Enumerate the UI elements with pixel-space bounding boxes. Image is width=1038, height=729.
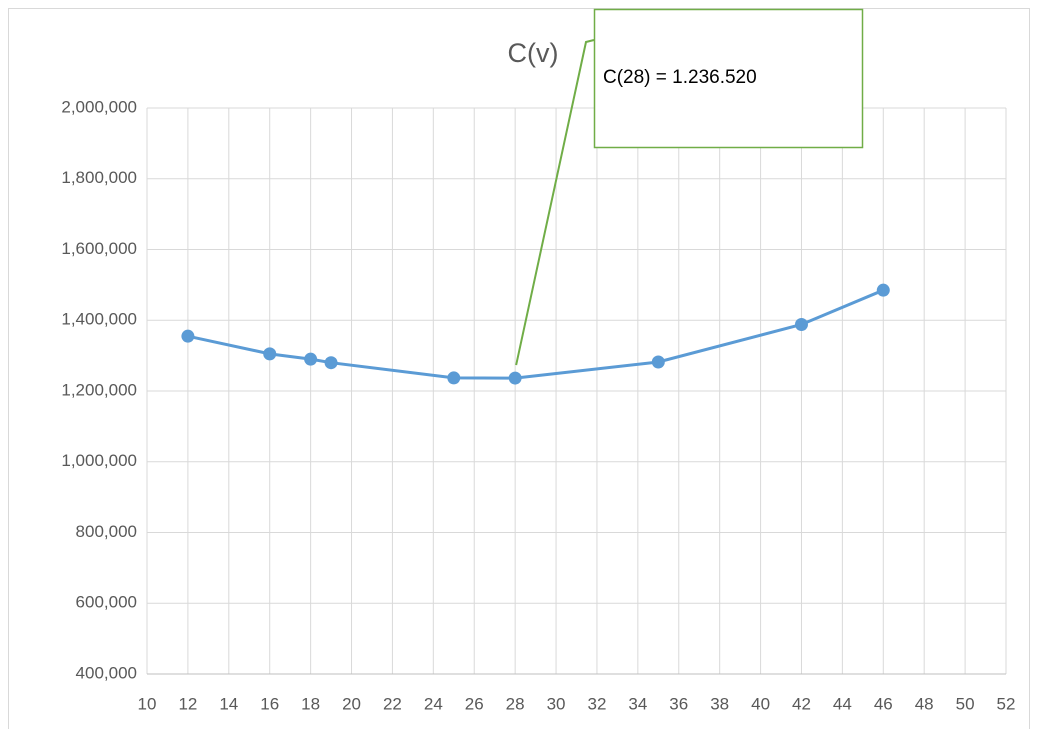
x-tick-label: 46 — [874, 694, 893, 713]
x-tick-label: 52 — [997, 694, 1016, 713]
x-tick-label: 34 — [628, 694, 647, 713]
x-tick-label: 28 — [506, 694, 525, 713]
y-tick-label: 1,400,000 — [61, 310, 137, 329]
y-tick-label: 800,000 — [76, 522, 137, 541]
x-tick-label: 42 — [792, 694, 811, 713]
x-tick-label: 38 — [710, 694, 729, 713]
chart-title: C(v) — [508, 38, 559, 68]
x-tick-label: 16 — [260, 694, 279, 713]
annotation-text: C(28) = 1.236.520 — [603, 67, 757, 88]
x-tick-label: 48 — [915, 694, 934, 713]
x-tick-label: 10 — [138, 694, 157, 713]
x-tick-label: 44 — [833, 694, 852, 713]
x-tick-label: 26 — [465, 694, 484, 713]
x-tick-label: 32 — [587, 694, 606, 713]
annotation-box — [593, 8, 864, 149]
data-point — [508, 371, 522, 385]
x-tick-label: 20 — [342, 694, 361, 713]
data-point — [447, 371, 461, 385]
x-tick-label: 18 — [301, 694, 320, 713]
x-tick-label: 12 — [178, 694, 197, 713]
data-point — [794, 317, 808, 331]
data-point — [324, 356, 338, 370]
x-tick-label: 40 — [751, 694, 770, 713]
x-tick-label: 50 — [956, 694, 975, 713]
chart-frame — [8, 8, 1030, 729]
y-tick-label: 600,000 — [76, 593, 137, 612]
x-tick-label: 22 — [383, 694, 402, 713]
annotation-leader — [515, 39, 595, 366]
x-tick-label: 14 — [219, 694, 238, 713]
data-point — [181, 329, 195, 343]
y-tick-label: 1,200,000 — [61, 380, 137, 399]
y-tick-label: 1,800,000 — [61, 168, 137, 187]
x-tick-label: 30 — [547, 694, 566, 713]
y-tick-label: 1,600,000 — [61, 239, 137, 258]
y-tick-label: 2,000,000 — [61, 97, 137, 116]
x-tick-label: 24 — [424, 694, 443, 713]
y-tick-label: 1,000,000 — [61, 451, 137, 470]
y-tick-label: 400,000 — [76, 663, 137, 682]
data-point — [876, 283, 890, 297]
x-tick-label: 36 — [669, 694, 688, 713]
data-point — [263, 347, 277, 361]
data-point — [304, 352, 318, 366]
data-point — [651, 355, 665, 369]
